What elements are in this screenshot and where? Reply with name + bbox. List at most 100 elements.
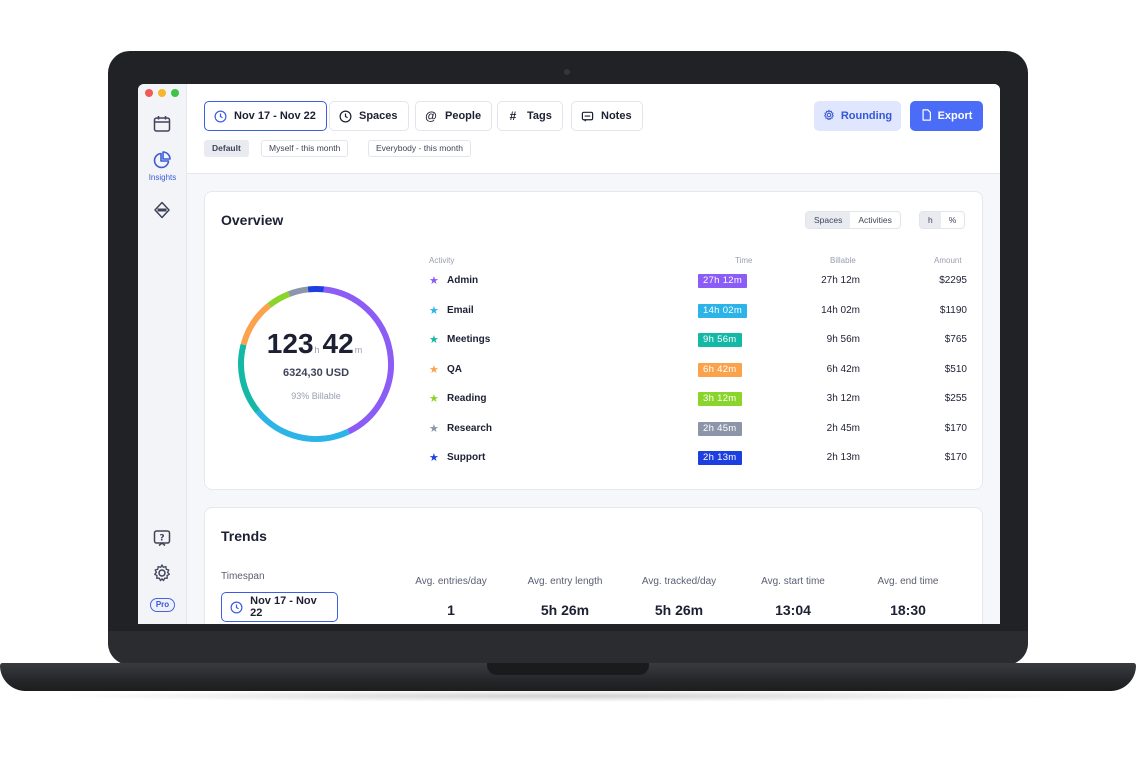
activity-billable: 14h 02m	[821, 304, 860, 316]
metric-label: Avg. tracked/day	[641, 576, 717, 587]
tags-filter-button[interactable]: # Tags	[497, 101, 563, 131]
activity-billable: 9h 56m	[826, 334, 860, 345]
column-billable: Billable	[830, 256, 856, 265]
activity-name: Email	[447, 304, 474, 316]
activity-time: 6h 42m	[698, 362, 742, 377]
activity-amount: $2295	[939, 275, 967, 286]
minimize-window-button[interactable]	[158, 89, 166, 97]
total-hours: 123	[266, 328, 314, 359]
activity-name: Research	[447, 422, 493, 434]
rounding-button[interactable]: Rounding	[814, 101, 901, 131]
timespan-label: Timespan	[221, 571, 265, 582]
star-icon: ★	[429, 422, 439, 435]
notes-filter-label: Notes	[601, 110, 632, 122]
window-controls	[145, 89, 179, 97]
toggle-hours[interactable]: h	[920, 212, 941, 228]
metric-label: Avg. entries/day	[415, 576, 487, 587]
date-range-label: Nov 17 - Nov 22	[234, 110, 316, 122]
overview-title: Overview	[221, 212, 284, 228]
tags-filter-label: Tags	[527, 110, 552, 122]
star-icon: ★	[429, 452, 439, 464]
activity-time: 27h 12m	[698, 274, 748, 288]
activity-billable: 27h 12m	[821, 275, 860, 286]
activity-row[interactable]: ★ Meetings 9h 56m 9h 56m $765	[429, 332, 967, 348]
laptop-notch	[487, 663, 649, 675]
preset-everybody-this-month[interactable]: Everybody - this month	[368, 140, 471, 157]
minutes-unit: m	[354, 345, 363, 355]
export-label: Export	[937, 110, 973, 122]
toolbar: Nov 17 - Nov 22 Spaces @ People # Tags N…	[187, 84, 1000, 174]
group-by-toggle: Spaces Activities	[805, 211, 901, 229]
activity-amount: $255	[944, 393, 967, 404]
metric-value: 5h 26m	[540, 602, 590, 618]
activity-amount: $170	[944, 452, 967, 463]
star-icon: ★	[429, 393, 439, 405]
clock-icon	[213, 109, 227, 123]
donut-segment-qa	[240, 302, 272, 346]
preset-default[interactable]: Default	[204, 140, 249, 157]
date-range-button[interactable]: Nov 17 - Nov 22	[204, 101, 327, 131]
sidebar: Insights ? Pro	[138, 84, 187, 624]
metric-value: 18:30	[890, 602, 926, 618]
activity-row[interactable]: ★ Support 2h 13m 2h 13m $170	[429, 450, 967, 466]
star-icon: ★	[429, 334, 439, 346]
notes-filter-button[interactable]: Notes	[571, 101, 643, 131]
clock-icon	[338, 109, 352, 123]
preset-myself-this-month[interactable]: Myself - this month	[261, 140, 349, 157]
pro-badge[interactable]: Pro	[150, 598, 175, 612]
activity-amount: $510	[944, 363, 967, 375]
activity-billable: 2h 13m	[826, 452, 860, 463]
donut-svg	[238, 286, 394, 442]
metric-label: Avg. end time	[877, 576, 939, 587]
trends-card: Trends Timespan Nov 17 - Nov 22 Avg. ent…	[204, 507, 983, 624]
calendar-icon[interactable]	[151, 113, 173, 135]
metric-value: 1	[447, 602, 455, 618]
spaces-filter-button[interactable]: Spaces	[329, 101, 409, 131]
close-window-button[interactable]	[145, 89, 153, 97]
at-sign-icon: @	[425, 109, 437, 123]
gear-icon	[823, 109, 835, 124]
activity-row[interactable]: ★ Email 14h 02m 14h 02m $1190	[429, 303, 967, 319]
activity-name: Reading	[447, 393, 487, 404]
activity-row[interactable]: ★ Research 2h 45m 2h 45m $170	[429, 421, 967, 437]
export-button[interactable]: Export	[910, 101, 983, 131]
star-icon: ★	[429, 363, 439, 376]
gear-icon[interactable]	[151, 562, 173, 584]
file-icon	[921, 108, 932, 124]
star-icon: ★	[429, 304, 439, 317]
sidebar-item-insights-label[interactable]: Insights	[148, 173, 177, 182]
activity-time: 9h 56m	[698, 333, 742, 347]
toggle-activities[interactable]: Activities	[858, 215, 892, 225]
timespan-button[interactable]: Nov 17 - Nov 22	[221, 592, 338, 622]
activity-time: 2h 45m	[698, 421, 742, 436]
activity-row[interactable]: ★ Reading 3h 12m 3h 12m $255	[429, 391, 967, 407]
diamond-icon[interactable]	[151, 199, 173, 221]
hours-unit: h	[314, 345, 320, 355]
pie-chart-icon[interactable]	[151, 149, 173, 171]
donut-segment-meetings	[238, 343, 261, 414]
activity-amount: $765	[944, 334, 967, 345]
activity-row[interactable]: ★ Admin 27h 12m 27h 12m $2295	[429, 273, 967, 289]
toggle-spaces[interactable]: Spaces	[806, 212, 851, 228]
donut-segment-research	[287, 286, 309, 297]
column-amount: Amount	[934, 256, 962, 265]
donut-segment-admin	[323, 286, 394, 435]
activity-name: Meetings	[447, 334, 491, 345]
total-amount: 6324,30 USD	[282, 367, 350, 379]
metric-label: Avg. entry length	[527, 576, 603, 587]
help-icon[interactable]: ?	[151, 527, 173, 549]
activity-time: 14h 02m	[698, 303, 748, 318]
activity-name: QA	[447, 363, 462, 375]
people-filter-label: People	[445, 110, 482, 122]
people-filter-button[interactable]: @ People	[415, 101, 493, 131]
activity-amount: $170	[944, 422, 967, 434]
activity-billable: 2h 45m	[826, 422, 860, 434]
billable-percent: 93% Billable	[291, 391, 341, 401]
donut-segment-reading	[267, 291, 291, 308]
time-donut-chart: 123h 42m 6324,30 USD 93% Billable	[235, 283, 397, 445]
star-icon: ★	[429, 275, 439, 287]
toggle-percent[interactable]: %	[948, 215, 957, 225]
metric-label: Avg. start time	[761, 576, 825, 587]
maximize-window-button[interactable]	[171, 89, 179, 97]
activity-row[interactable]: ★ QA 6h 42m 6h 42m $510	[429, 362, 967, 378]
